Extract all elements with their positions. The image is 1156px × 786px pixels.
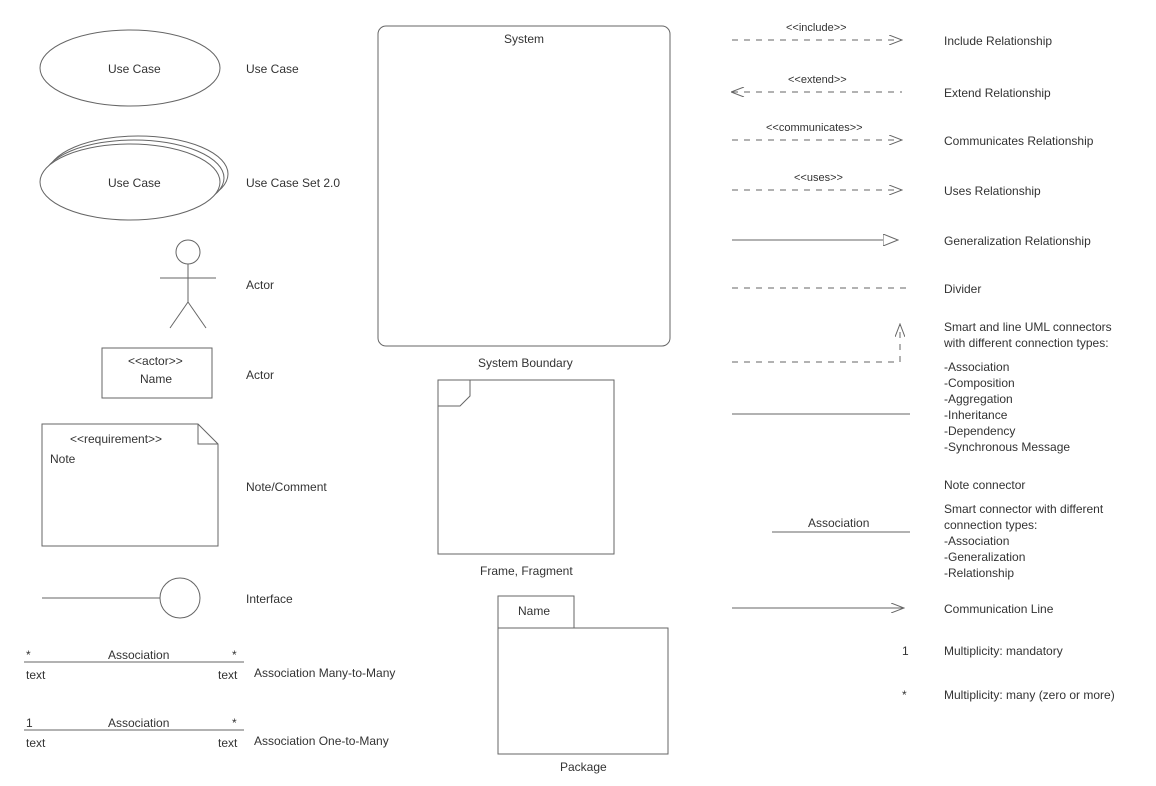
association-conn-type-0: -Association	[944, 534, 1009, 548]
assoc-om-right-role: text	[218, 736, 237, 750]
extend-label: <<extend>>	[788, 74, 847, 86]
assoc-mm-caption: Association Many-to-Many	[254, 666, 395, 680]
mult-one-caption: Multiplicity: mandatory	[944, 644, 1063, 658]
usecase-set-label: Use Case	[108, 176, 161, 190]
mult-many-caption: Multiplicity: many (zero or more)	[944, 688, 1115, 702]
smart-uml-connector	[732, 324, 900, 362]
interface-caption: Interface	[246, 592, 293, 606]
association-conn-type-1: -Generalization	[944, 550, 1025, 564]
note-stereotype: <<requirement>>	[70, 432, 162, 446]
uses-caption: Uses Relationship	[944, 184, 1041, 198]
mult-one-symbol: 1	[902, 644, 909, 658]
smart-uml-caption1: Smart and line UML connectors	[944, 320, 1112, 334]
mult-many-symbol: *	[902, 688, 907, 702]
usecase-set-caption: Use Case Set 2.0	[246, 176, 340, 190]
smart-uml-type-2: -Aggregation	[944, 392, 1013, 406]
association-conn-caption2: connection types:	[944, 518, 1037, 532]
usecase-caption: Use Case	[246, 62, 299, 76]
assoc-mm-left-mult: *	[26, 648, 31, 662]
association-conn-label: Association	[808, 516, 869, 530]
interface-shape	[42, 578, 200, 618]
generalization-caption: Generalization Relationship	[944, 234, 1091, 248]
frame-caption: Frame, Fragment	[480, 564, 573, 578]
system-caption: System Boundary	[478, 356, 573, 370]
smart-uml-type-5: -Synchronous Message	[944, 440, 1070, 454]
smart-uml-type-1: -Composition	[944, 376, 1015, 390]
assoc-mm-right-mult: *	[232, 648, 237, 662]
include-caption: Include Relationship	[944, 34, 1052, 48]
comm-line-caption: Communication Line	[944, 602, 1053, 616]
assoc-om-title: Association	[108, 716, 169, 730]
package-tab: Name	[518, 604, 550, 618]
uses-label: <<uses>>	[794, 172, 843, 184]
assoc-mm-right-role: text	[218, 668, 237, 682]
smart-uml-type-0: -Association	[944, 360, 1009, 374]
note-text: Note	[50, 452, 75, 466]
smart-uml-type-4: -Dependency	[944, 424, 1015, 438]
assoc-om-left-role: text	[26, 736, 45, 750]
note-connector-caption: Note connector	[944, 478, 1025, 492]
assoc-om-right-mult: *	[232, 716, 237, 730]
association-conn-type-2: -Relationship	[944, 566, 1014, 580]
package-caption: Package	[560, 760, 607, 774]
association-conn-caption1: Smart connector with different	[944, 502, 1103, 516]
actor-box-caption: Actor	[246, 368, 274, 382]
communicates-caption: Communicates Relationship	[944, 134, 1093, 148]
package-shape	[498, 596, 668, 754]
communicates-label: <<communicates>>	[766, 122, 863, 134]
note-caption: Note/Comment	[246, 480, 327, 494]
system-title: System	[504, 32, 544, 46]
system-shape	[378, 26, 670, 346]
actor-stick-caption: Actor	[246, 278, 274, 292]
frame-shape	[438, 380, 614, 554]
extend-caption: Extend Relationship	[944, 86, 1051, 100]
assoc-mm-left-role: text	[26, 668, 45, 682]
assoc-om-caption: Association One-to-Many	[254, 734, 389, 748]
actor-box-name: Name	[140, 372, 172, 386]
include-label: <<include>>	[786, 22, 847, 34]
divider-caption: Divider	[944, 282, 981, 296]
assoc-mm-title: Association	[108, 648, 169, 662]
smart-uml-caption2: with different connection types:	[944, 336, 1109, 350]
actor-box-stereotype: <<actor>>	[128, 354, 183, 368]
actor-stick-shape	[160, 240, 216, 328]
usecase-label: Use Case	[108, 62, 161, 76]
smart-uml-type-3: -Inheritance	[944, 408, 1007, 422]
assoc-om-left-mult: 1	[26, 716, 33, 730]
